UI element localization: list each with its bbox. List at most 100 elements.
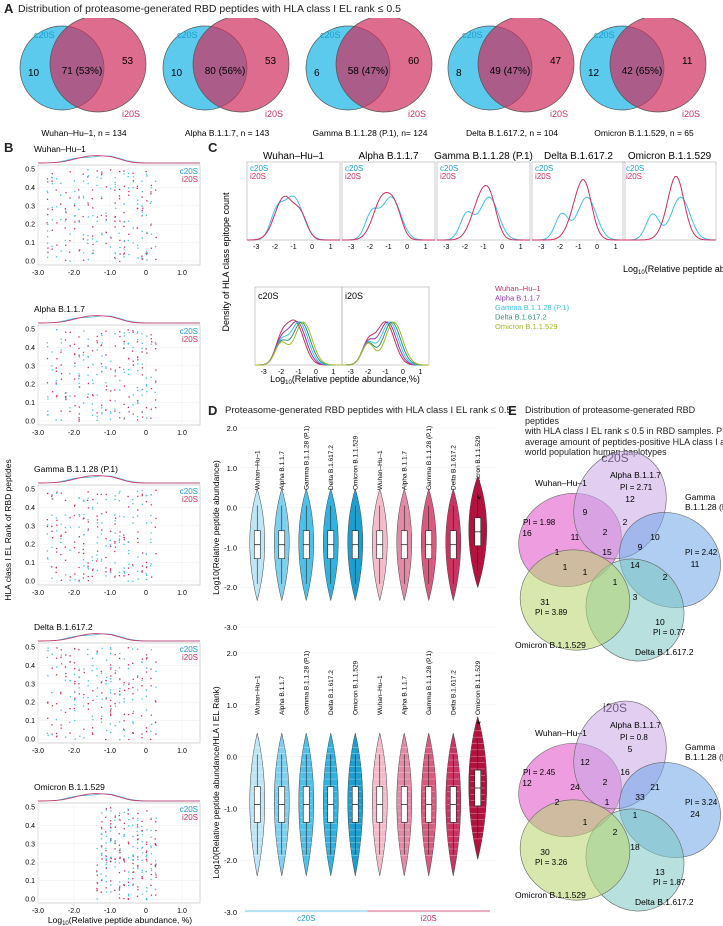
data-point — [101, 692, 103, 694]
data-point — [127, 239, 129, 242]
data-point — [150, 685, 152, 687]
data-point — [114, 550, 116, 553]
data-point — [141, 342, 143, 345]
data-point — [123, 575, 125, 577]
data-point — [74, 704, 76, 706]
data-point — [123, 418, 125, 420]
venn-e-count: 12 — [580, 757, 590, 767]
x-tick-label: -2.0 — [68, 590, 80, 597]
violin-group-label: Wuhan–Hu–1 — [377, 450, 384, 490]
data-point — [87, 648, 89, 651]
data-point — [64, 666, 67, 668]
data-point — [136, 341, 139, 343]
venn-e-count: 16 — [522, 528, 532, 538]
y-tick-label: 0.0 — [227, 753, 237, 762]
venn-e-count: 9 — [583, 507, 588, 517]
data-point — [78, 566, 80, 569]
data-point — [128, 563, 130, 565]
data-point — [56, 547, 58, 550]
data-point — [150, 677, 152, 680]
data-point — [150, 417, 152, 419]
density-x-label-top: Log10(Relative peptide abundance, %) — [623, 264, 723, 276]
data-point — [146, 850, 148, 852]
data-point — [136, 187, 138, 189]
data-point — [51, 229, 53, 231]
data-point — [60, 351, 62, 353]
y-tick-label: 0.0 — [227, 504, 237, 513]
data-point — [74, 215, 76, 217]
data-point — [96, 542, 98, 544]
data-point — [47, 649, 49, 652]
legend-i20s: i20S — [535, 172, 551, 181]
data-point — [55, 370, 58, 372]
data-point — [78, 189, 80, 191]
y-tick-label: 0.5 — [25, 167, 35, 174]
data-point — [47, 524, 49, 526]
data-point — [69, 331, 71, 334]
data-point — [51, 525, 53, 528]
data-point — [105, 831, 107, 833]
data-point — [109, 807, 112, 809]
data-point — [92, 395, 94, 397]
x-tick-label: -1 — [385, 244, 391, 251]
x-tick-label: 0 — [314, 369, 318, 376]
data-point — [142, 552, 144, 554]
venn-e-set-label: Gamma — [685, 492, 716, 502]
scatter-frame — [37, 324, 201, 426]
data-point — [114, 705, 117, 707]
x-tick-label: -3.0 — [32, 590, 44, 597]
data-point — [64, 239, 66, 242]
violin-group-label: Gamma B.1.1.28 (P.1) — [426, 426, 433, 490]
y-tick-label: 0.1 — [25, 878, 35, 885]
data-point — [78, 355, 80, 357]
data-point — [132, 722, 134, 724]
data-point — [51, 566, 53, 568]
data-point — [154, 347, 157, 350]
density-frame — [622, 161, 717, 241]
data-point — [73, 203, 76, 205]
data-point — [82, 354, 84, 356]
data-point — [150, 514, 152, 517]
data-point — [127, 343, 129, 345]
data-point — [119, 886, 121, 889]
venn-e-ellipse — [519, 549, 631, 651]
legend-c20s: c20S — [250, 164, 268, 173]
x-tick-label: -2 — [278, 369, 284, 376]
data-point — [47, 223, 49, 226]
y-tick-label: -1.0 — [224, 804, 237, 813]
data-point — [83, 693, 85, 696]
data-point — [106, 891, 108, 893]
data-point — [69, 410, 71, 413]
venn-e-count: 24 — [570, 782, 580, 792]
venn-right-count: 47 — [550, 56, 562, 67]
data-point — [150, 878, 152, 881]
data-point — [150, 343, 152, 345]
data-point — [101, 334, 103, 337]
data-point — [150, 201, 153, 203]
data-point — [137, 842, 139, 844]
data-point — [123, 572, 126, 574]
data-point — [51, 208, 53, 211]
data-point — [51, 704, 54, 707]
data-point — [122, 728, 125, 730]
data-point — [127, 567, 130, 569]
data-point — [110, 666, 112, 669]
data-point — [87, 708, 90, 710]
data-point — [127, 580, 129, 582]
data-point — [78, 208, 80, 211]
data-point — [96, 340, 98, 342]
data-point — [60, 535, 62, 538]
data-point — [96, 342, 98, 344]
data-point — [118, 232, 120, 234]
data-point — [51, 369, 53, 371]
data-point — [60, 663, 63, 665]
data-point — [114, 408, 116, 410]
data-point — [64, 514, 66, 516]
data-point — [69, 233, 71, 235]
data-point — [96, 651, 98, 654]
data-point — [141, 893, 144, 895]
data-point — [96, 349, 98, 351]
data-point — [118, 844, 120, 846]
data-point — [74, 541, 76, 543]
